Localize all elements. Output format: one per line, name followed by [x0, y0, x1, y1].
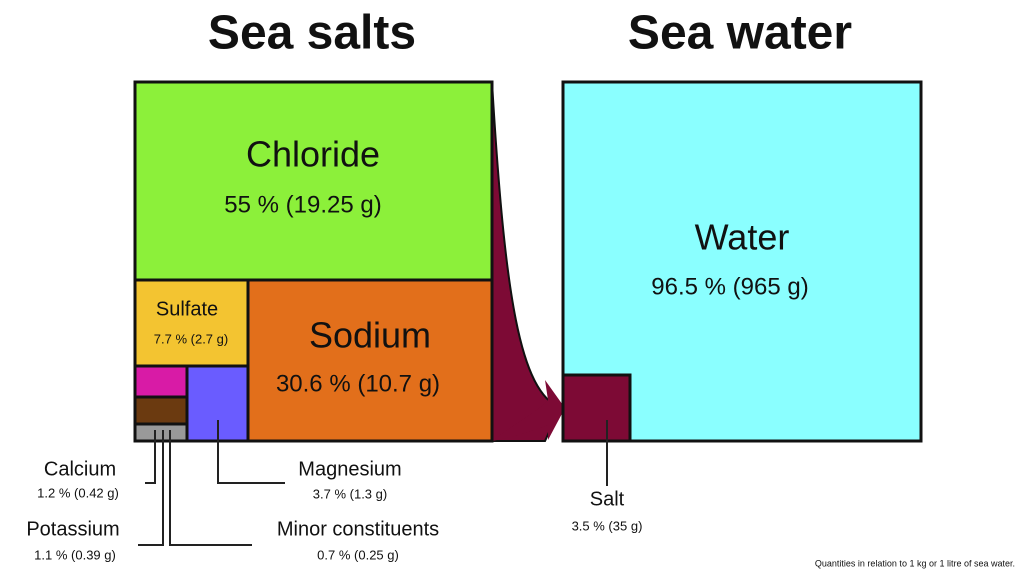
calcium-box	[133, 364, 189, 399]
sodium-name: Sodium	[309, 315, 431, 356]
potassium-leader	[138, 430, 164, 546]
water-amount: 96.5 % (965 g)	[651, 273, 808, 300]
magnesium-leader	[217, 420, 285, 484]
minor-name: Minor constituents	[277, 518, 439, 540]
minor-leader	[169, 430, 252, 546]
sodium-box	[246, 278, 494, 443]
potassium-amount: 1.1 % (0.39 g)	[34, 547, 116, 562]
salt-name: Salt	[590, 488, 625, 510]
title-left: Sea salts	[208, 7, 416, 60]
chloride-amount: 55 % (19.25 g)	[224, 191, 381, 218]
arrow-head	[492, 380, 565, 441]
calcium-leader	[145, 430, 156, 484]
chloride-name: Chloride	[246, 134, 380, 175]
magnesium-amount: 3.7 % (1.3 g)	[313, 486, 387, 501]
salt-box	[561, 373, 632, 443]
title-right: Sea water	[628, 7, 852, 60]
minor-amount: 0.7 % (0.25 g)	[317, 547, 399, 562]
calcium-name: Calcium	[44, 458, 116, 480]
potassium-box	[133, 395, 189, 426]
footnote: Quantities in relation to 1 kg or 1 litr…	[815, 558, 1015, 568]
water-name: Water	[695, 217, 790, 258]
sodium-amount: 30.6 % (10.7 g)	[276, 370, 440, 397]
calcium-amount: 1.2 % (0.42 g)	[37, 485, 119, 500]
salt-amount: 3.5 % (35 g)	[572, 518, 643, 533]
chloride-box	[133, 80, 494, 282]
magnesium-name: Magnesium	[298, 458, 401, 480]
sulfate-name: Sulfate	[156, 298, 218, 320]
sulfate-box	[133, 278, 250, 368]
sulfate-amount: 7.7 % (2.7 g)	[154, 331, 228, 346]
potassium-name: Potassium	[26, 518, 119, 540]
minor-box	[133, 422, 189, 443]
